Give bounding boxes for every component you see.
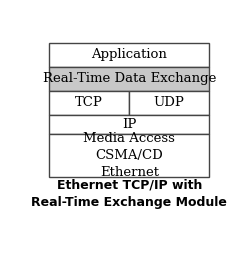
- Text: TCP: TCP: [75, 96, 103, 109]
- Text: Application: Application: [91, 48, 167, 61]
- Bar: [49, 67, 209, 91]
- Bar: [49, 43, 209, 67]
- Bar: [49, 91, 129, 115]
- Text: Ethernet TCP/IP with
Real-Time Exchange Module: Ethernet TCP/IP with Real-Time Exchange …: [31, 179, 227, 209]
- Text: Real-Time Data Exchange: Real-Time Data Exchange: [43, 72, 216, 85]
- Bar: [129, 91, 209, 115]
- Text: IP: IP: [122, 118, 136, 131]
- Text: UDP: UDP: [154, 96, 185, 109]
- Text: Media Access
CSMA/CD
Ethernet: Media Access CSMA/CD Ethernet: [83, 132, 175, 179]
- Bar: [49, 115, 209, 134]
- Bar: [49, 134, 209, 177]
